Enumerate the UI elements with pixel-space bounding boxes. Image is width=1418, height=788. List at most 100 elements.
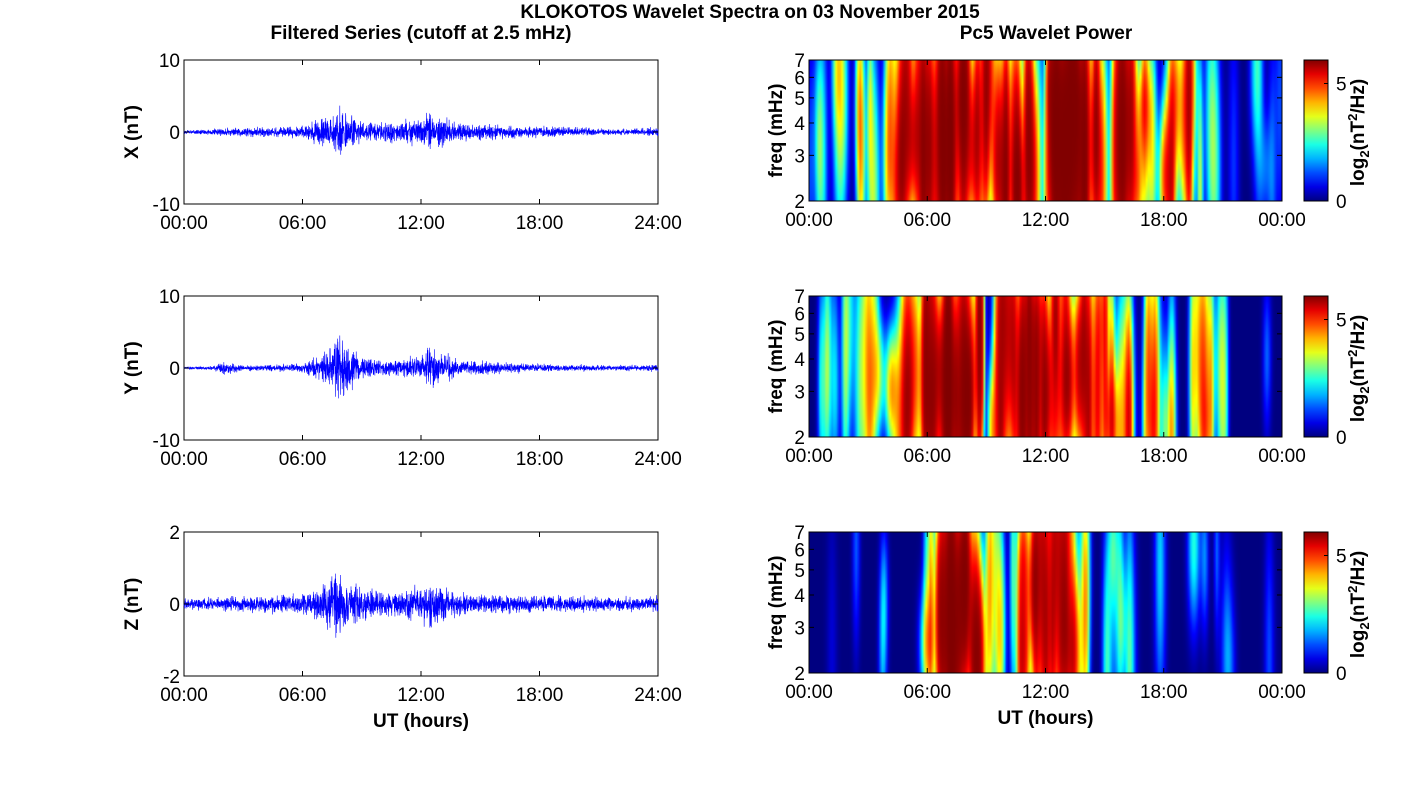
x-tick-label: 18:00: [1140, 446, 1188, 467]
right-column-subtitle: Pc5 Wavelet Power: [960, 23, 1133, 44]
x-tick-label: 12:00: [1022, 682, 1070, 703]
y-tick-label: 5: [794, 561, 805, 582]
x-tick-label: 12:00: [1022, 446, 1070, 467]
y-axis-label: Z (nT): [122, 578, 143, 631]
colorbar-label-part: log: [1348, 158, 1369, 187]
x-tick-label: 06:00: [279, 449, 327, 470]
colorbar-tick-label: 5: [1336, 547, 1347, 568]
y-axis-label: Y (nT): [122, 341, 143, 394]
x-tick-label: 18:00: [516, 449, 564, 470]
colorbar-label-part: 2: [1345, 586, 1360, 593]
y-tick-label: 10: [159, 287, 180, 308]
y-tick-label: -10: [153, 431, 180, 452]
figure-title: KLOKOTOS Wavelet Spectra on 03 November …: [520, 2, 980, 23]
y-axis-label: freq (mHz): [766, 320, 787, 414]
colorbar-label-part: 2: [1345, 114, 1360, 121]
y-tick-label: 3: [794, 146, 805, 167]
colorbar-label-part: /Hz): [1348, 79, 1369, 114]
x-tick-label: 12:00: [1022, 210, 1070, 231]
x-tick-label: 18:00: [1140, 682, 1188, 703]
x-tick-label: 06:00: [279, 213, 327, 234]
colorbar-tick-label: 0: [1336, 192, 1347, 213]
y-tick-label: 2: [794, 664, 805, 685]
wavelet-power-image: [809, 532, 1282, 673]
colorbar-tick-label: 0: [1336, 664, 1347, 685]
x-tick-label: 00:00: [785, 210, 833, 231]
y-axis-label: X (nT): [122, 105, 143, 159]
x-tick-label: 00:00: [1258, 446, 1306, 467]
colorbar-label-part: 2: [1357, 150, 1372, 157]
signal-trace: [183, 335, 659, 399]
x-tick-label: 12:00: [397, 685, 445, 706]
colorbar-label: log2(nT2/Hz): [1345, 551, 1372, 658]
y-tick-label: 0: [169, 123, 180, 144]
y-tick-label: 2: [794, 428, 805, 449]
y-tick-label: 5: [794, 89, 805, 110]
colorbar-label-part: 2: [1357, 386, 1372, 393]
x-tick-label: 06:00: [903, 210, 951, 231]
y-tick-label: 4: [794, 114, 805, 135]
x-tick-label: 06:00: [903, 446, 951, 467]
y-tick-label: -2: [163, 667, 180, 688]
y-tick-label: 7: [794, 51, 805, 72]
y-tick-label: 7: [794, 523, 805, 544]
y-tick-label: 6: [794, 304, 805, 325]
x-tick-label: 24:00: [634, 685, 682, 706]
x-axis-label: UT (hours): [997, 708, 1093, 729]
x-tick-label: 00:00: [1258, 682, 1306, 703]
colorbar-label-part: 2: [1357, 622, 1372, 629]
x-tick-label: 00:00: [160, 449, 208, 470]
y-axis-label: freq (mHz): [766, 556, 787, 650]
x-tick-label: 00:00: [160, 685, 208, 706]
colorbar-label: log2(nT2/Hz): [1345, 315, 1372, 422]
colorbar: [1303, 59, 1329, 202]
y-tick-label: 6: [794, 68, 805, 89]
x-tick-label: 00:00: [785, 682, 833, 703]
y-tick-label: 0: [169, 359, 180, 380]
colorbar: [1303, 295, 1329, 438]
colorbar-label-part: (nT: [1348, 593, 1369, 623]
colorbar-tick-label: 5: [1336, 311, 1347, 332]
x-tick-label: 18:00: [516, 685, 564, 706]
x-tick-label: 12:00: [397, 213, 445, 234]
x-tick-label: 24:00: [634, 449, 682, 470]
y-tick-label: 2: [169, 523, 180, 544]
colorbar: [1303, 531, 1329, 674]
y-tick-label: 10: [159, 51, 180, 72]
x-tick-label: 18:00: [516, 213, 564, 234]
colorbar-label-part: /Hz): [1348, 315, 1369, 350]
x-tick-label: 06:00: [903, 682, 951, 703]
colorbar-tick-label: 5: [1336, 75, 1347, 96]
y-tick-label: 3: [794, 618, 805, 639]
colorbar-tick-label: 0: [1336, 428, 1347, 449]
colorbar-label-part: 2: [1345, 350, 1360, 357]
left-column-subtitle: Filtered Series (cutoff at 2.5 mHz): [271, 23, 572, 44]
x-tick-label: 24:00: [634, 213, 682, 234]
y-tick-label: 7: [794, 287, 805, 308]
colorbar-label-part: /Hz): [1348, 551, 1369, 586]
signal-trace: [183, 573, 659, 638]
timeseries-panel-3: 2 0 -200:00 06:00 12:00 18:00 24:00 Z (nT) UT (h…: [122, 523, 682, 732]
colorbar-label-part: (nT: [1348, 121, 1369, 151]
y-tick-label: 6: [794, 540, 805, 561]
colorbar-label-part: log: [1348, 630, 1369, 659]
x-tick-label: 00:00: [1258, 210, 1306, 231]
y-tick-label: 2: [794, 192, 805, 213]
y-tick-label: 4: [794, 350, 805, 371]
wavelet-power-image: [809, 296, 1282, 437]
signal-trace: [183, 105, 659, 155]
y-tick-label: 5: [794, 325, 805, 346]
y-tick-label: -10: [153, 195, 180, 216]
x-axis-label: UT (hours): [373, 711, 469, 732]
x-tick-label: 00:00: [160, 213, 208, 234]
x-tick-label: 00:00: [785, 446, 833, 467]
colorbar-label-part: log: [1348, 394, 1369, 423]
y-tick-label: 3: [794, 382, 805, 403]
y-tick-label: 0: [169, 595, 180, 616]
